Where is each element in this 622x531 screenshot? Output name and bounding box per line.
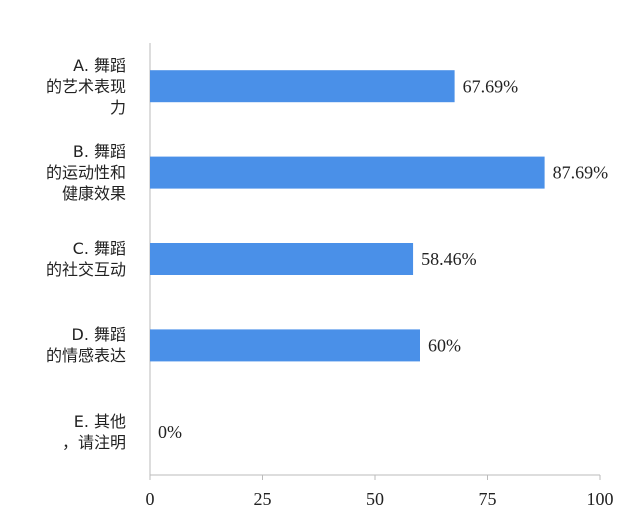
x-tick-label: 50 — [366, 489, 384, 509]
x-tick-label: 100 — [587, 489, 614, 509]
value-label: 87.69% — [553, 163, 609, 183]
category-label: C. 舞蹈 的社交互动 — [45, 238, 126, 279]
category-label: E. 其他 ，请注明 — [61, 411, 126, 452]
value-label: 60% — [428, 336, 461, 356]
value-label: 0% — [158, 422, 182, 442]
x-tick-label: 0 — [146, 489, 155, 509]
bar — [150, 243, 414, 275]
category-label: A. 舞蹈 的艺术表现 力 — [45, 55, 126, 117]
x-tick-label: 25 — [254, 489, 272, 509]
category-label: D. 舞蹈 的情感表达 — [45, 325, 126, 366]
x-tick-label: 75 — [479, 489, 497, 509]
bar — [150, 156, 545, 189]
category-label: B. 舞蹈 的运动性和 健康效果 — [45, 142, 126, 204]
bar — [150, 329, 420, 362]
value-label: 67.69% — [463, 76, 518, 96]
bar — [150, 70, 455, 103]
value-label: 58.46% — [421, 249, 477, 269]
